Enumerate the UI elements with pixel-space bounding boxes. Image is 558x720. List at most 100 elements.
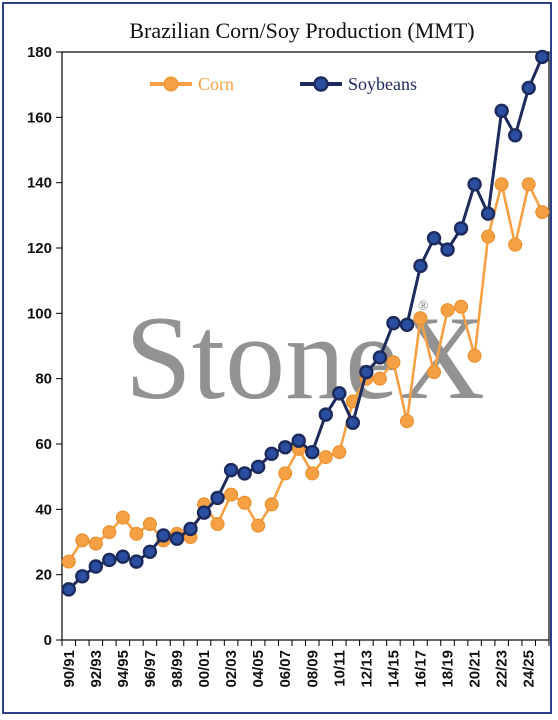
soybeans-point — [75, 569, 90, 584]
soybeans-point — [305, 444, 320, 460]
soybeans-point — [426, 230, 442, 246]
chart-title: Brazilian Corn/Soy Production (MMT) — [129, 18, 474, 43]
soybeans-point — [115, 549, 131, 564]
y-tick-label: 140 — [27, 175, 52, 192]
soybeans-point — [494, 103, 509, 119]
corn-point — [251, 518, 266, 533]
x-tick-label: 06/07 — [277, 650, 294, 688]
y-tick-label: 120 — [27, 240, 52, 257]
soybeans-point — [359, 364, 374, 380]
corn-point — [386, 355, 401, 370]
corn-point — [535, 205, 550, 220]
corn-point — [508, 237, 523, 252]
y-tick-label: 180 — [27, 44, 52, 61]
corn-point — [481, 229, 496, 244]
y-tick-label: 0 — [44, 632, 52, 649]
x-tick-label: 96/97 — [142, 650, 159, 688]
y-tick-label: 60 — [35, 436, 52, 453]
corn-point — [237, 495, 252, 510]
soybeans-point — [223, 462, 239, 478]
y-tick-label: 100 — [27, 305, 52, 322]
x-tick-label: 10/11 — [331, 650, 348, 687]
soybeans-point — [440, 242, 455, 257]
soybeans-point — [142, 544, 158, 559]
soybeans-point — [386, 315, 401, 331]
corn-point — [88, 536, 103, 551]
soybeans-point — [169, 531, 185, 546]
soybeans-point — [61, 582, 76, 597]
corn-point — [129, 526, 144, 541]
soybeans-point — [372, 350, 388, 365]
soybeans-point — [399, 317, 415, 332]
soybeans-point — [291, 433, 306, 448]
corn-point — [305, 466, 320, 481]
x-tick-label: 18/19 — [440, 650, 457, 688]
watermark-registered-mark: ® — [418, 299, 429, 314]
corn-point — [521, 177, 536, 192]
corn-point — [413, 311, 428, 326]
chart-frame — [2, 2, 552, 714]
x-tick-label: 90/91 — [61, 650, 78, 688]
x-tick-label: 12/13 — [358, 650, 375, 688]
legend-soybeans-marker — [313, 76, 329, 92]
corn-point — [440, 303, 455, 318]
soybeans-point — [535, 49, 550, 65]
soybeans-point — [278, 440, 293, 455]
soybeans-point — [521, 80, 536, 96]
corn-point — [467, 348, 482, 363]
soybeans-point — [453, 221, 469, 236]
corn-point — [102, 525, 117, 540]
corn-point — [264, 497, 279, 512]
soybeans-point — [250, 459, 266, 475]
soybeans-point — [129, 554, 144, 569]
corn-point — [61, 554, 76, 569]
corn-point — [224, 487, 239, 502]
x-tick-label: 92/93 — [88, 650, 105, 688]
soybeans-point — [156, 528, 171, 543]
soybeans-point — [88, 559, 104, 574]
soybeans-point — [264, 446, 279, 461]
corn-point — [427, 365, 442, 380]
x-tick-label: 22/23 — [494, 650, 511, 688]
soybeans-point — [413, 258, 428, 274]
x-tick-label: 02/03 — [223, 650, 240, 688]
soybeans-point — [345, 415, 361, 430]
soybeans-point — [480, 206, 496, 221]
soybeans-point — [318, 407, 333, 422]
x-tick-label: 04/05 — [250, 650, 267, 688]
x-tick-label: 00/01 — [196, 650, 213, 688]
y-tick-label: 160 — [27, 109, 52, 126]
corn-point — [332, 445, 347, 460]
x-tick-label: 08/09 — [304, 650, 321, 688]
soybeans-point — [507, 128, 523, 143]
soybeans-point — [183, 521, 198, 537]
corn-point — [210, 517, 225, 532]
corn-point — [372, 371, 387, 386]
soybeans-point — [196, 505, 212, 520]
corn-point — [318, 450, 333, 465]
legend-corn-marker — [163, 76, 179, 92]
corn-point — [278, 466, 293, 481]
soybeans-point — [237, 466, 252, 481]
soybeans-point — [467, 177, 482, 192]
y-tick-label: 80 — [35, 371, 52, 388]
corn-point — [494, 177, 509, 192]
x-tick-label: 16/17 — [412, 650, 429, 688]
x-tick-label: 24/25 — [521, 650, 538, 688]
x-tick-label: 14/15 — [385, 650, 402, 688]
legend-corn-label: Corn — [198, 74, 234, 94]
corn-point — [115, 510, 130, 525]
x-tick-label: 20/21 — [467, 650, 484, 688]
soybeans-point — [332, 386, 347, 401]
corn-point — [75, 533, 90, 548]
y-tick-label: 20 — [35, 567, 52, 584]
x-tick-label: 98/99 — [169, 650, 186, 688]
corn-point — [142, 517, 157, 532]
legend-soybeans-label: Soybeans — [348, 74, 417, 94]
y-tick-label: 40 — [35, 501, 52, 518]
soybeans-point — [102, 552, 117, 568]
x-tick-label: 94/95 — [115, 650, 132, 688]
soybeans-point — [210, 490, 225, 506]
corn-point — [454, 299, 469, 314]
